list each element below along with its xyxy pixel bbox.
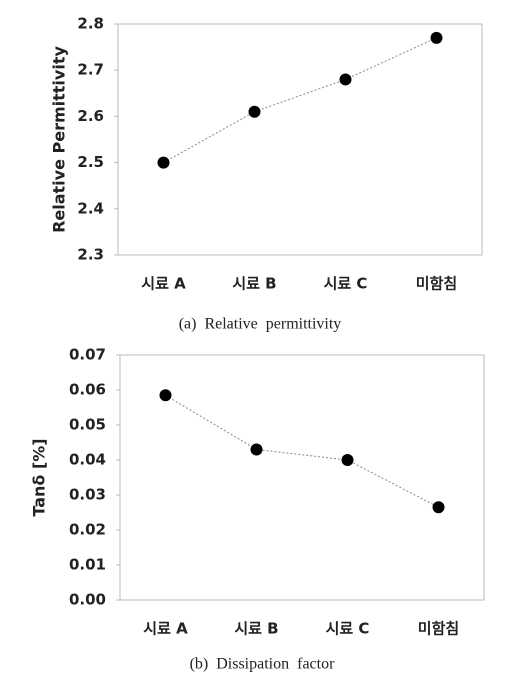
- marker: [432, 501, 445, 514]
- x-tick-label: 시료 A: [141, 275, 186, 293]
- x-tick-label: 시료 B: [232, 275, 276, 293]
- y-axis-label: Relative Permittivity: [50, 46, 69, 233]
- y-axis-label: Tanδ [%]: [30, 438, 49, 516]
- x-tick-label: 시료 B: [234, 620, 278, 638]
- y-tick-label: 0.04: [69, 451, 106, 469]
- marker: [430, 31, 443, 44]
- x-tick-label: 시료 A: [143, 620, 188, 638]
- y-tick-label: 2.5: [77, 153, 104, 171]
- y-tick-label: 0.00: [69, 591, 106, 609]
- marker: [339, 73, 352, 86]
- y-tick-label: 2.4: [77, 199, 104, 217]
- plot-area: [119, 354, 485, 601]
- marker: [248, 105, 261, 118]
- x-tick-label: 미함침: [416, 275, 457, 293]
- series-line: [165, 394, 439, 508]
- marker: [250, 443, 263, 456]
- y-tick-label: 2.7: [77, 61, 104, 79]
- marker: [159, 389, 172, 402]
- y-tick-label: 0.05: [69, 416, 106, 434]
- x-tick-label: 시료 C: [326, 620, 370, 638]
- y-tick-label: 2.6: [77, 107, 104, 125]
- y-tick-label: 0.03: [69, 486, 106, 504]
- y-tick-label: 0.06: [69, 381, 106, 399]
- y-tick-label: 0.01: [69, 556, 106, 574]
- marker: [157, 156, 170, 169]
- y-tick-label: 2.3: [77, 246, 104, 264]
- caption: (a) Relative permittivity: [179, 316, 342, 333]
- plot-area: [117, 23, 483, 256]
- y-tick-label: 0.07: [69, 346, 106, 364]
- x-tick-label: 미함침: [418, 620, 459, 638]
- series-line: [163, 37, 437, 164]
- y-tick-label: 2.8: [77, 15, 104, 33]
- y-tick-label: 0.02: [69, 521, 106, 539]
- marker: [341, 454, 354, 466]
- caption: (b) Dissipation factor: [190, 656, 336, 673]
- x-tick-label: 시료 C: [324, 275, 368, 293]
